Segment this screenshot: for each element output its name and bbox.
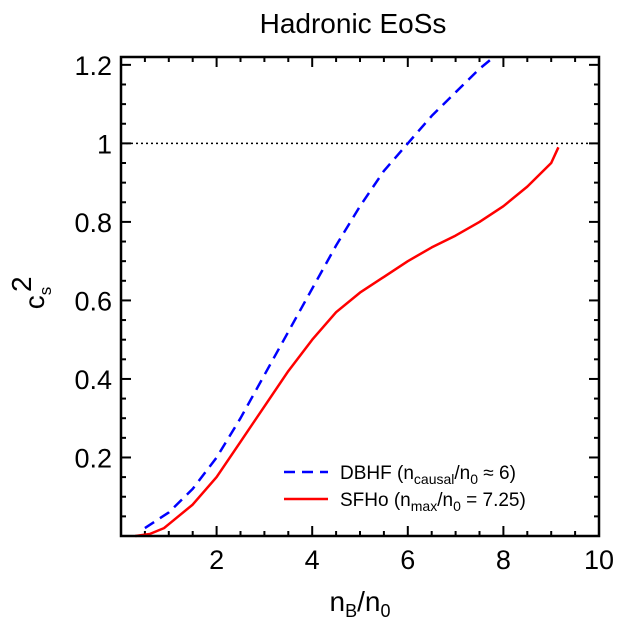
x-axis-label-rest: /n xyxy=(357,586,380,617)
y-axis-label: cs 2 xyxy=(6,276,55,309)
y-axis-label-base: c xyxy=(19,295,50,309)
plot-frame xyxy=(119,55,601,538)
y-tick-label: 1 xyxy=(97,129,112,159)
x-tick-label: 8 xyxy=(496,545,511,575)
legend: DBHF (ncausal/n0 ≈ 6) SFHo (nmax/n0 = 7.2… xyxy=(284,463,526,514)
y-tick-label: 0.6 xyxy=(74,286,112,316)
chart-title: Hadronic EoSs xyxy=(260,8,447,39)
x-axis-label-sub: B xyxy=(345,601,357,618)
x-axis-label-sub2: 0 xyxy=(380,601,390,618)
y-axis-label-sub: s xyxy=(36,287,55,296)
x-tick-label: 4 xyxy=(305,545,320,575)
y-tick-label: 0.2 xyxy=(74,443,112,473)
legend-label-sfho: SFHo (nmax/n0 = 7.25) xyxy=(340,490,526,514)
series-lines xyxy=(135,56,560,538)
y-tick-label: 0.8 xyxy=(74,208,112,238)
series-line-sfho xyxy=(135,146,560,538)
x-axis-label: nB/n0 xyxy=(330,586,391,618)
y-axis-label-sup: 2 xyxy=(6,276,37,292)
series-line-dbhf xyxy=(144,56,495,530)
x-tick-label: 2 xyxy=(209,545,224,575)
x-tick-label: 6 xyxy=(400,545,415,575)
y-tick-label: 1.2 xyxy=(74,51,112,81)
svg-text:cs: cs xyxy=(19,287,55,310)
legend-label-dbhf: DBHF (ncausal/n0 ≈ 6) xyxy=(340,463,516,487)
x-tick-label: 10 xyxy=(584,545,614,575)
x-axis-label-base: n xyxy=(330,586,346,617)
y-tick-label: 0.4 xyxy=(74,365,112,395)
